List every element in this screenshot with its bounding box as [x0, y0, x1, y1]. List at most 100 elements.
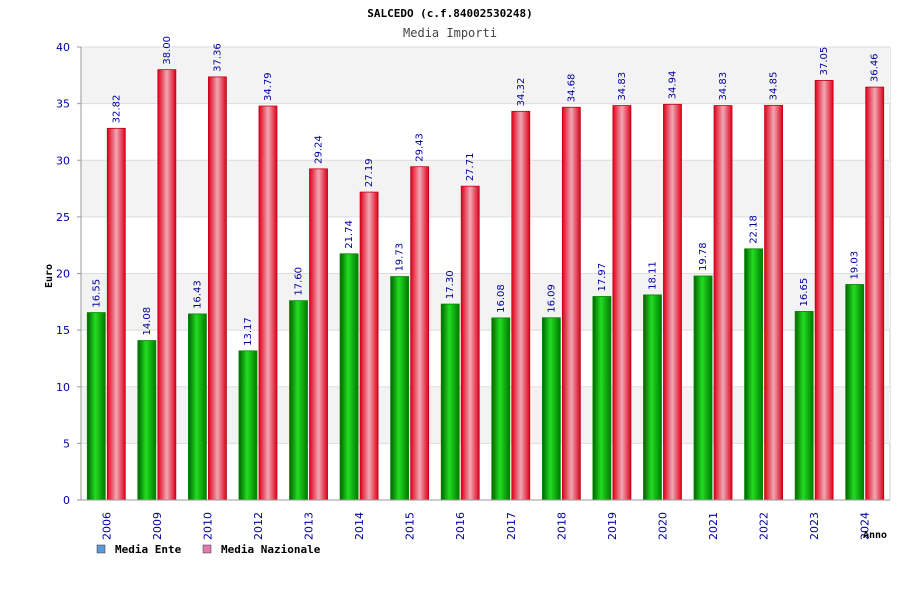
- y-axis-ticks: 0 5 10 15 20 25 30 35 40: [56, 41, 82, 507]
- data-label: 17.60: [294, 267, 305, 296]
- x-tick-label: 2016: [454, 512, 467, 540]
- y-tick-label: 35: [56, 98, 70, 111]
- data-label: 17.97: [597, 263, 608, 292]
- data-label: 13.17: [243, 317, 254, 346]
- x-tick-label: 2006: [100, 512, 113, 540]
- bar-media-ente-2012: [238, 350, 258, 501]
- y-tick-label: 40: [56, 41, 70, 54]
- legend-label-media-nazionale: Media Nazionale: [221, 543, 321, 556]
- bar-media-ente-2014: [339, 253, 359, 501]
- bar-media-ente-2022: [744, 248, 763, 501]
- legend-swatch-media-ente: [96, 544, 106, 554]
- data-label: 29.24: [314, 135, 325, 164]
- data-label: 17.30: [445, 270, 456, 299]
- bar-media-ente-2019: [592, 296, 612, 501]
- bar-media-nazionale-2021: [713, 105, 733, 501]
- bar-media-nazionale-2022: [764, 104, 783, 501]
- bar-media-nazionale-2017: [511, 110, 531, 501]
- data-label: 37.05: [819, 47, 830, 76]
- x-tick-label: 2021: [707, 512, 720, 540]
- data-label: 22.18: [749, 215, 760, 244]
- bar-media-nazionale-2016: [460, 185, 480, 501]
- x-tick-label: 2023: [808, 512, 821, 540]
- data-label: 34.83: [718, 72, 729, 101]
- data-label: 34.79: [263, 72, 274, 101]
- y-axis-label: Euro: [44, 264, 55, 288]
- data-label: 34.68: [566, 74, 577, 103]
- bar-media-ente-2016: [440, 303, 460, 501]
- bar-media-nazionale-2012: [258, 105, 278, 501]
- data-label: 19.78: [698, 242, 709, 271]
- y-tick-label: 20: [56, 268, 70, 281]
- bar-media-ente-2024: [845, 284, 865, 501]
- data-label: 16.43: [192, 280, 203, 309]
- data-label: 34.83: [617, 72, 628, 101]
- bar-media-nazionale-2019: [612, 105, 632, 501]
- bar-media-ente-2013: [289, 300, 308, 501]
- bar-media-ente-2006: [86, 312, 106, 501]
- data-label: 34.32: [516, 78, 527, 107]
- y-tick-label: 5: [63, 437, 70, 450]
- bar-media-ente-2020: [643, 294, 662, 501]
- y-tick-label: 15: [56, 324, 70, 337]
- data-label: 18.11: [647, 261, 658, 290]
- x-tick-label: 2020: [656, 512, 669, 540]
- y-tick-label: 30: [56, 154, 70, 167]
- data-label: 34.94: [667, 71, 678, 100]
- data-label: 14.08: [142, 307, 153, 336]
- x-tick-label: 2022: [758, 512, 771, 540]
- x-axis-label: Anno: [863, 530, 887, 541]
- chart-subtitle: Media Importi: [403, 26, 497, 40]
- data-label: 16.65: [799, 278, 810, 307]
- bar-media-ente-2018: [541, 317, 561, 501]
- data-label: 16.55: [91, 279, 102, 308]
- x-tick-label: 2024: [859, 512, 872, 540]
- bar-media-ente-2015: [390, 276, 410, 501]
- data-label: 16.08: [496, 284, 507, 313]
- bar-media-nazionale-2024: [865, 86, 885, 501]
- x-tick-label: 2017: [505, 512, 518, 540]
- legend-swatch-media-nazionale: [202, 544, 212, 554]
- data-label: 27.71: [465, 153, 476, 182]
- x-tick-label: 2009: [151, 512, 164, 540]
- data-label: 19.73: [395, 243, 406, 272]
- bar-media-nazionale-2018: [561, 106, 581, 501]
- data-label: 29.43: [415, 133, 426, 162]
- bar-media-ente-2017: [491, 317, 511, 501]
- bar-media-ente-2021: [693, 275, 713, 501]
- bar-media-ente-2010: [188, 313, 207, 501]
- data-label: 34.85: [769, 72, 780, 101]
- x-tick-label: 2014: [353, 512, 366, 540]
- bar-media-nazionale-2023: [814, 80, 834, 501]
- x-axis-ticks: 2006 2009 2010 2012 2013 2014 2015 2016 2017 2018…: [81, 499, 890, 540]
- legend-label-media-ente: Media Ente: [115, 543, 182, 556]
- x-tick-label: 2010: [201, 512, 214, 540]
- bars: 16.55 32.82 14.08 38.00 16.43 37.36 13.17 34.79…: [86, 36, 885, 501]
- x-tick-label: 2013: [303, 512, 316, 540]
- data-label: 32.82: [111, 95, 122, 124]
- x-tick-label: 2015: [404, 512, 417, 540]
- bar-media-nazionale-2020: [663, 103, 682, 501]
- x-tick-label: 2019: [606, 512, 619, 540]
- data-label: 37.36: [212, 43, 223, 72]
- data-label: 21.74: [344, 220, 355, 249]
- y-tick-label: 10: [56, 381, 70, 394]
- bar-media-nazionale-2009: [157, 69, 177, 501]
- y-tick-label: 0: [63, 494, 70, 507]
- legend: Media Ente Media Nazionale: [96, 543, 321, 556]
- bar-media-nazionale-2015: [410, 166, 430, 501]
- bar-media-ente-2009: [137, 340, 157, 501]
- bar-media-ente-2023: [794, 311, 814, 501]
- data-label: 36.46: [870, 53, 881, 82]
- data-label: 19.03: [850, 251, 861, 280]
- bar-media-nazionale-2010: [208, 76, 227, 501]
- x-tick-label: 2012: [252, 512, 265, 540]
- x-tick-label: 2018: [555, 512, 568, 540]
- bar-media-nazionale-2006: [106, 127, 126, 501]
- data-label: 27.19: [364, 158, 375, 187]
- data-label: 38.00: [162, 36, 173, 65]
- chart-title: SALCEDO (c.f.84002530248): [367, 7, 533, 20]
- y-tick-label: 25: [56, 211, 70, 224]
- bar-media-nazionale-2014: [359, 191, 379, 501]
